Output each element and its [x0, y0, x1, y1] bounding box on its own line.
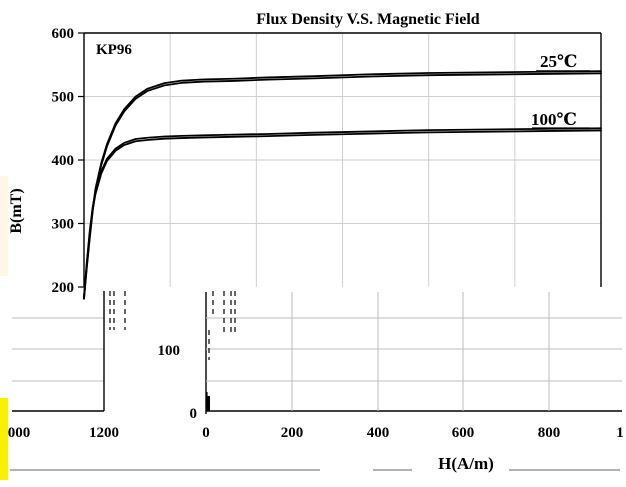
lower-x-tick-label: 400 — [367, 425, 390, 441]
lower-x-tick-label: 0 — [202, 425, 210, 441]
y-axis-label: B(mT) — [8, 188, 25, 233]
lower-x-tick-label: 1200 — [89, 425, 119, 441]
lower-x-tick-label: 600 — [452, 425, 475, 441]
chart-title: Flux Density V.S. Magnetic Field — [256, 11, 480, 28]
upper-y-tick-label: 300 — [52, 217, 75, 233]
series-100c-label: 100℃ — [531, 110, 577, 129]
upper-y-tick-label: 600 — [52, 26, 75, 42]
upper-y-tick-label: 200 — [52, 280, 75, 296]
upper-y-tick-label: 400 — [52, 153, 75, 169]
lower-structure — [10, 291, 622, 471]
series-25c-label: 25℃ — [540, 52, 577, 71]
chart-annotation: KP96 — [96, 42, 132, 58]
upper-y-ticks: 200 300 400 500 600 — [52, 26, 84, 296]
lower-x-tick-label: 800 — [538, 425, 561, 441]
lower-x-tick-label: 000 — [8, 425, 31, 441]
left-edge-highlight — [0, 176, 8, 276]
x-axis-label: H(A/m) — [438, 454, 494, 473]
lower-x-tick-label: 1 — [616, 425, 624, 441]
left-edge-yellow — [0, 398, 8, 480]
lower-y-tick-label: 100 — [158, 343, 181, 359]
upper-labels: 25℃ 100℃ — [531, 52, 590, 130]
series-100c-line — [83, 129, 602, 300]
lower-y-tick-label: 0 — [190, 406, 198, 422]
upper-series — [83, 70, 602, 300]
lower-x-tick-label: 200 — [281, 425, 304, 441]
lower-bar-fragment — [206, 396, 210, 411]
upper-y-tick-label: 500 — [52, 90, 75, 106]
